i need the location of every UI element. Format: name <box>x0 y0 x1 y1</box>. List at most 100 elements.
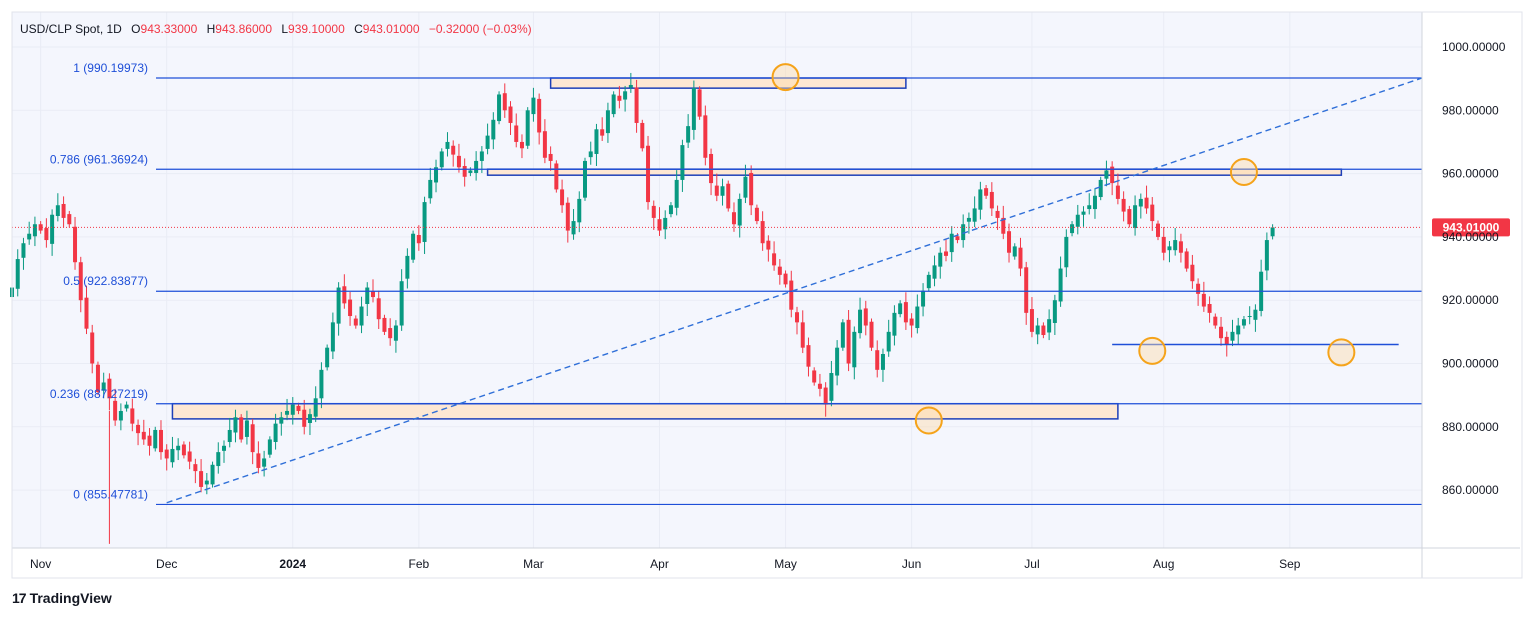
candle-body <box>1167 246 1172 251</box>
axes: 860.00000 880.00000 900.00000 920.00000 940.… <box>11 11 1523 579</box>
candle-body <box>1029 309 1034 332</box>
low-label: L <box>281 22 289 36</box>
candle-body <box>623 91 628 100</box>
y-tick-label: 880.00000 <box>1442 420 1499 434</box>
candle-body <box>880 354 885 370</box>
y-tick-label: 1000.00000 <box>1442 40 1506 54</box>
candle-body <box>1173 240 1178 251</box>
candle-body <box>1253 309 1258 320</box>
candle-body <box>256 453 261 468</box>
candle-body <box>118 410 123 421</box>
candle-body <box>909 318 914 326</box>
candle-body <box>863 308 868 326</box>
x-tick-label: Apr <box>650 557 669 571</box>
candle-body <box>267 439 272 455</box>
x-tick-label: Jun <box>902 557 921 571</box>
y-tick-label: 900.00000 <box>1442 357 1499 371</box>
candle-body <box>210 464 215 485</box>
candle-body <box>50 214 55 244</box>
candle-body <box>617 95 622 101</box>
tradingview-branding[interactable]: 17 TradingView <box>12 590 112 606</box>
candle-body <box>319 369 324 399</box>
candle-body <box>898 303 903 315</box>
change-value: −0.32000 (−0.03%) <box>428 22 532 36</box>
high-value: 943.86000 <box>215 22 272 36</box>
candle-body <box>1087 205 1092 210</box>
candle-body <box>697 89 702 117</box>
candle-body <box>365 287 370 304</box>
candle-body <box>1236 325 1241 335</box>
candle-body <box>846 319 851 364</box>
candle-body <box>399 281 404 326</box>
candle-body <box>978 189 983 210</box>
candle-body <box>411 233 416 260</box>
fib-level-label: 1 (990.19973) <box>73 61 148 75</box>
fibonacci-retracement[interactable]: 1 (990.19973) 0.786 (961.36924) 0.5 (922.8… <box>50 61 1422 506</box>
candle-body <box>1224 336 1229 345</box>
candle-body <box>743 176 748 198</box>
candle-body <box>462 166 467 177</box>
candle-body <box>737 198 742 226</box>
candle-body <box>789 280 794 310</box>
candle-body <box>325 347 330 368</box>
candle-body <box>640 122 645 149</box>
candle-body <box>823 387 828 405</box>
candle-body <box>680 145 685 180</box>
candle-body <box>537 98 542 133</box>
candle-body <box>90 332 95 364</box>
candle-body <box>806 345 811 367</box>
candle-body <box>376 298 381 320</box>
candle-body <box>336 287 341 324</box>
candle-body <box>961 224 966 241</box>
candle-body <box>565 202 570 231</box>
candle-body <box>393 325 398 341</box>
candle-body <box>1213 316 1218 326</box>
resistance-zone <box>486 168 1343 176</box>
candle-body <box>542 131 547 158</box>
candle-body <box>1138 198 1143 207</box>
candle-body <box>1047 319 1052 333</box>
candle-body <box>428 179 433 199</box>
candle-body <box>852 331 857 368</box>
candle-body <box>353 318 358 326</box>
x-tick-label: Mar <box>523 557 544 571</box>
candle-body <box>422 202 427 242</box>
candle-body <box>668 205 673 215</box>
candle-body <box>1024 267 1029 313</box>
candle-body <box>949 233 954 253</box>
candle-body <box>233 417 238 433</box>
fib-level-label: 0.236 (887.27219) <box>50 387 148 401</box>
candle-body <box>439 151 444 168</box>
candle-body <box>1264 240 1269 271</box>
symbol-name[interactable]: USD/CLP Spot, 1D <box>20 22 122 36</box>
candle-body <box>244 420 249 437</box>
candles <box>10 72 1275 544</box>
candle-body <box>474 160 479 173</box>
x-tick-label: 2024 <box>279 557 306 571</box>
candle-body <box>250 424 255 453</box>
candle-body <box>222 445 227 451</box>
candle-body <box>1018 247 1023 269</box>
fib-level-label: 0.5 (922.83877) <box>63 274 148 288</box>
candle-body <box>1150 204 1155 222</box>
candle-body <box>875 350 880 370</box>
candle-body <box>943 251 948 256</box>
candle-body <box>605 110 610 134</box>
candle-body <box>388 328 393 339</box>
candle-body <box>560 189 565 206</box>
candle-body <box>285 410 290 415</box>
y-tick-label: 860.00000 <box>1442 483 1499 497</box>
candle-body <box>456 155 461 168</box>
candle-body <box>657 219 662 231</box>
candle-body <box>497 94 502 122</box>
candle-body <box>777 266 782 275</box>
candle-body <box>1098 179 1103 198</box>
candle-body <box>307 414 312 424</box>
candle-body <box>204 480 209 485</box>
candle-body <box>972 208 977 222</box>
candle-body <box>588 151 593 158</box>
candle-body <box>153 429 158 449</box>
candle-body <box>405 255 410 279</box>
